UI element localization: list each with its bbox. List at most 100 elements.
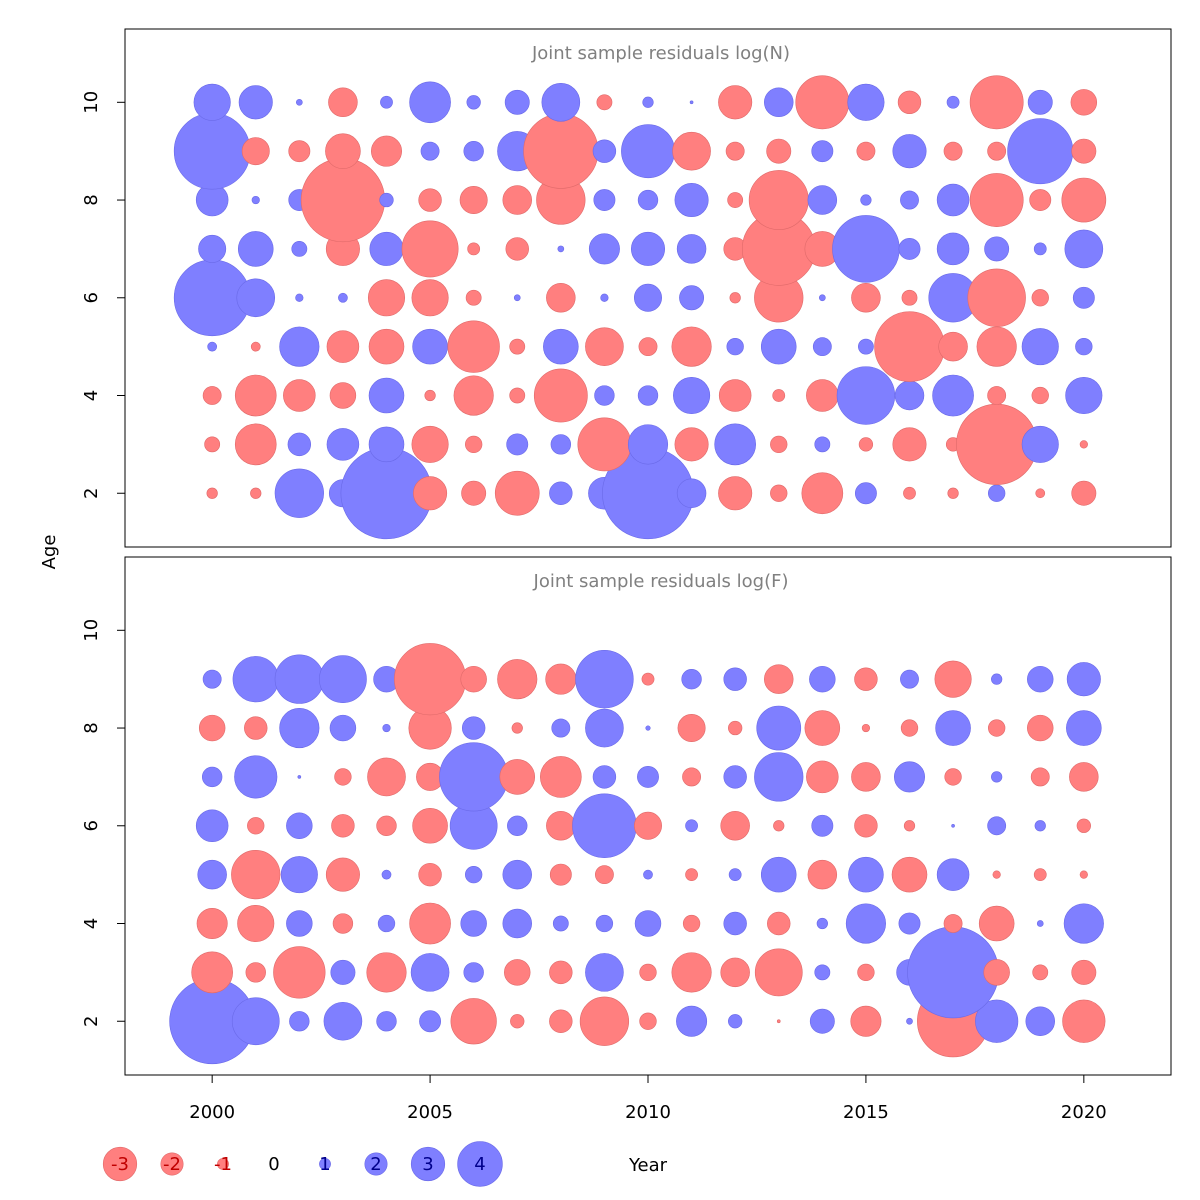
bubble-top-age4-2019 — [1031, 386, 1049, 405]
bubble-bottom-age5-2019 — [1033, 868, 1047, 882]
bubble-top-age5-2002 — [279, 326, 320, 367]
bubble-top-age9-2020 — [1071, 138, 1097, 164]
bubble-top-age3-2013 — [770, 435, 788, 454]
bubble-bottom-age3-2004 — [366, 952, 407, 993]
bubble-bottom-age8-2014 — [804, 710, 841, 746]
bubble-bottom-age4-2004 — [377, 914, 396, 933]
bubble-bottom-age4-2011 — [682, 914, 701, 933]
bubble-bottom-age9-2008 — [545, 663, 577, 695]
bubble-top-age2-2007 — [494, 470, 540, 516]
bubble-bottom-age7-2018 — [991, 771, 1003, 783]
bubble-bottom-age8-2007 — [511, 722, 523, 734]
bubble-top-age2-2016 — [903, 486, 916, 500]
bubble-top-age7-2000 — [198, 234, 227, 263]
bubble-bottom-age8-2010 — [645, 725, 651, 731]
bubble-bottom-age7-2006 — [439, 742, 509, 812]
bubble-top-age8-2012 — [727, 192, 744, 208]
bubble-top-age8-2018 — [969, 173, 1024, 227]
bubble-bottom-age5-2005 — [418, 862, 442, 887]
bubble-bottom-age6-2014 — [811, 814, 834, 837]
bubble-bottom-age4-2019 — [1036, 920, 1044, 927]
bubble-top-age8-2005 — [418, 188, 442, 212]
bubble-bottom-age7-2017 — [944, 768, 962, 786]
legend-label-4: 4 — [474, 1154, 485, 1175]
legend-bubble-2 — [364, 1152, 388, 1176]
bubble-bottom-age8-2000 — [198, 714, 226, 742]
bubble-top-age10-2001 — [238, 85, 273, 120]
bubble-bottom-age5-2002 — [280, 856, 318, 894]
bubble-top-age5-2017 — [938, 331, 968, 362]
bubble-top-age4-2013 — [772, 389, 786, 402]
bubble-bottom-age4-2001 — [237, 904, 275, 943]
bubble-bottom-age5-2004 — [381, 869, 392, 880]
bubble-bottom-age9-2001 — [232, 656, 279, 703]
y-tick-label-bottom-10: 10 — [81, 619, 102, 642]
bubble-bottom-age9-2002 — [274, 654, 324, 704]
bubble-top-age9-2005 — [420, 141, 440, 161]
bubble-top-age8-2016 — [900, 190, 919, 210]
bubble-top-age4-2016 — [894, 380, 925, 411]
bubble-top-age7-2015 — [832, 215, 900, 283]
bubble-top-age8-2001 — [251, 195, 260, 205]
bubble-bottom-age6-2009 — [572, 793, 637, 858]
bubble-top-age4-2003 — [329, 382, 357, 409]
bubble-top-age10-2020 — [1070, 89, 1098, 116]
bubble-bottom-age4-2010 — [634, 910, 662, 937]
bubble-top-age2-2011 — [676, 478, 707, 508]
bubble-bottom-age2-2019 — [1025, 1006, 1055, 1036]
bubble-bottom-age6-2002 — [286, 812, 313, 839]
bubble-bottom-age3-2008 — [549, 960, 573, 985]
bubble-top-age9-2009 — [592, 139, 617, 163]
bubble-bottom-age3-2018 — [983, 959, 1010, 986]
legend-label-3: 3 — [422, 1154, 433, 1175]
bubble-bottom-age5-2001 — [231, 850, 281, 900]
legend-bubble--1 — [217, 1158, 229, 1170]
y-tick-label-bottom-8: 8 — [81, 722, 102, 733]
bubble-bottom-age4-2020 — [1063, 903, 1104, 944]
bubble-bottom-age3-2006 — [463, 962, 484, 983]
bubble-bottom-age8-2016 — [900, 719, 919, 737]
bubble-bottom-age9-2016 — [900, 669, 919, 689]
bubble-bottom-age4-2016 — [898, 912, 921, 935]
bubble-bottom-age3-2015 — [857, 963, 875, 982]
x-tick-label-2005: 2005 — [407, 1102, 453, 1123]
bubble-bottom-age5-2015 — [848, 856, 884, 893]
bubble-top-age5-2019 — [1021, 328, 1059, 366]
bubble-top-age3-2004 — [368, 426, 405, 463]
y-tick-label-top-8: 8 — [81, 194, 102, 205]
bubble-bottom-age2-2012 — [728, 1014, 743, 1029]
bubble-bottom-age9-2012 — [723, 667, 747, 691]
bubble-bottom-age8-2011 — [677, 714, 706, 743]
bubble-top-age6-2008 — [546, 283, 576, 313]
bubble-bottom-age2-2003 — [323, 1001, 363, 1041]
bubble-top-age3-2007 — [506, 433, 529, 456]
bubble-bottom-age4-2015 — [845, 903, 886, 944]
bubble-bottom-age7-2020 — [1069, 762, 1099, 792]
bubble-top-age5-2020 — [1075, 337, 1093, 356]
bubble-bottom-age2-2001 — [231, 997, 280, 1046]
bubble-top-age3-2006 — [465, 435, 483, 454]
bubble-bottom-age5-2012 — [728, 868, 742, 882]
y-axis-top-panel: 2 4 6 8 10 — [81, 91, 125, 499]
bubble-top-age2-2005 — [413, 476, 448, 511]
bubble-bottom-age5-2020 — [1079, 870, 1088, 879]
y-tick-label-bottom-6: 6 — [81, 820, 102, 831]
bubble-top-age9-2010 — [621, 124, 675, 179]
bubble-top-age7-2004 — [369, 231, 404, 266]
bubble-bottom-age3-2000 — [191, 951, 233, 994]
bubble-bottom-age6-2013 — [773, 820, 785, 832]
bubble-top-age5-2018 — [976, 326, 1017, 367]
y-axis-bottom-panel: 2 4 6 8 10 — [81, 619, 125, 1027]
bubble-bottom-age7-2014 — [806, 760, 839, 794]
bubble-bottom-age2-2011 — [676, 1005, 708, 1037]
bubble-top-age2-2000 — [206, 487, 218, 499]
bubble-bottom-age9-2015 — [854, 667, 878, 691]
bubble-top-age6-2011 — [679, 285, 705, 311]
x-tick-label-2015: 2015 — [843, 1102, 889, 1123]
bubble-bottom-age8-2009 — [585, 708, 624, 748]
bubble-top-age6-2020 — [1072, 286, 1095, 309]
bubble-top-age6-2009 — [600, 293, 609, 302]
bubble-top-age6-2012 — [729, 292, 741, 304]
bubble-top-age5-2011 — [671, 326, 712, 367]
